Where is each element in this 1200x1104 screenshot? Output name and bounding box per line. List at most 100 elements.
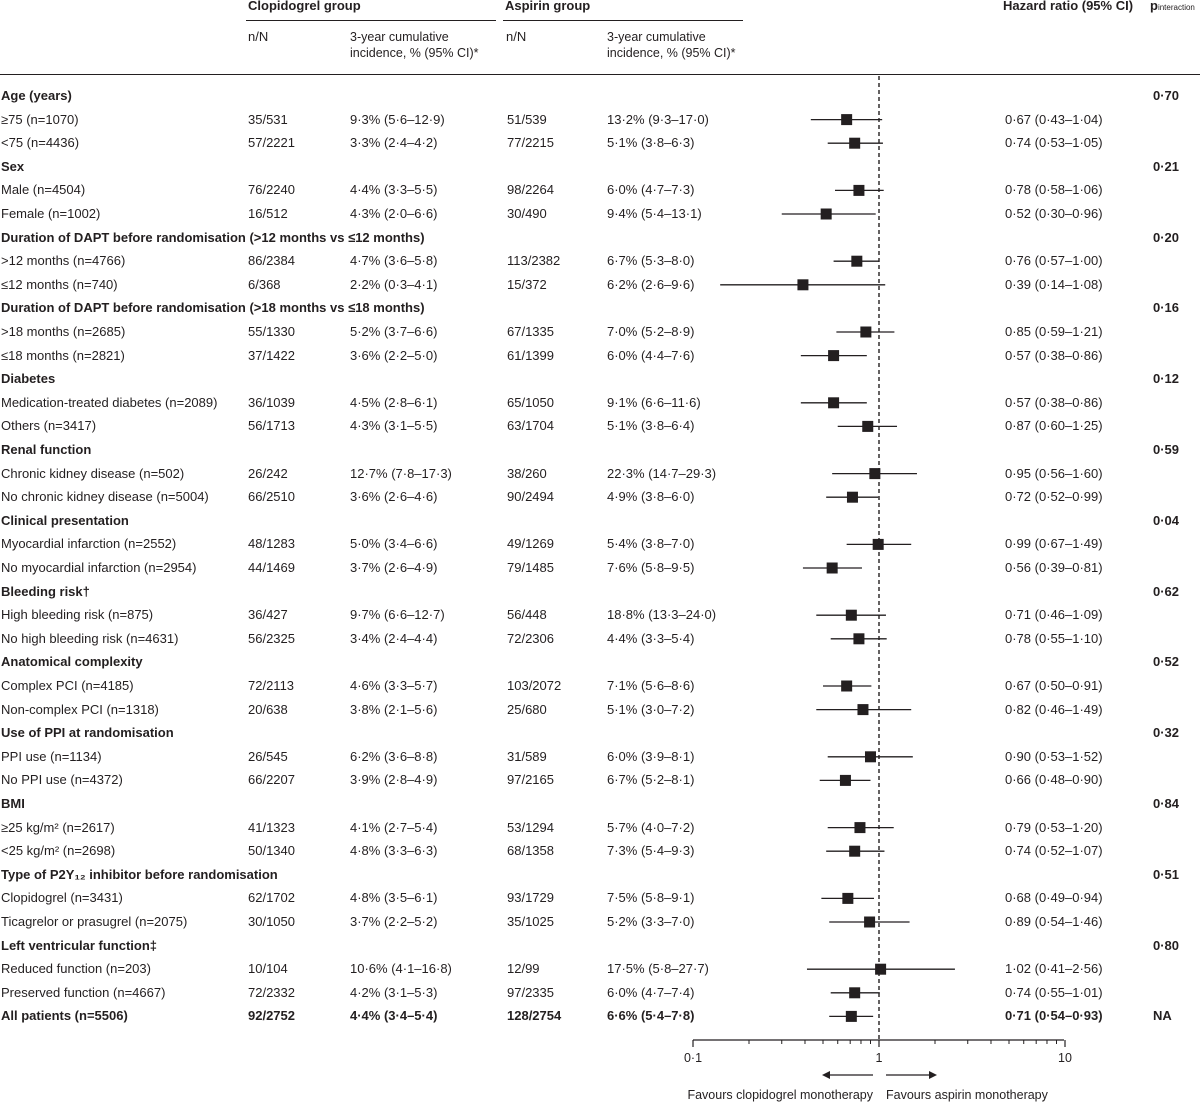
- aspirin-events: 30/490: [507, 206, 547, 221]
- aspirin-incidence: 7·0% (5·2–8·9): [607, 324, 695, 339]
- clopidogrel-incidence: 4·1% (2·7–5·4): [350, 819, 438, 835]
- row-12-1-hr-marker: [849, 987, 861, 999]
- subgroup-row-label: >18 months (n=2685): [1, 324, 126, 339]
- clopidogrel-events: 44/1469: [248, 560, 295, 575]
- subgroup-row-label: Reduced function (n=203): [1, 961, 151, 977]
- aspirin-incidence-header: 3-year cumulative incidence, % (95% CI)*: [607, 30, 736, 60]
- clopidogrel-incidence: 3·4% (2·4–4·4): [350, 630, 438, 646]
- aspirin-events: 68/1358: [507, 843, 554, 859]
- aspirin-incidence: 7·5% (5·8–9·1): [607, 890, 695, 906]
- row-1-1-hr-marker: [820, 208, 832, 220]
- row-1-0-hr-marker: [853, 184, 865, 196]
- subgroup-heading: Clinical presentation: [1, 512, 129, 528]
- aspirin-events: 97/2165: [507, 772, 554, 788]
- subgroup-row-label: ≥75 (n=1070): [1, 111, 79, 127]
- row-10-0-hr-marker: [854, 822, 866, 834]
- subgroup-row-label: ≤12 months (n=740): [1, 276, 118, 292]
- aspirin-events: 15/372: [507, 276, 547, 292]
- aspirin-incidence: 9·1% (6·6–11·6): [607, 394, 701, 410]
- row-0-1-hr-marker: [849, 137, 861, 149]
- subgroup-row-label: ≥25 kg/m² (n=2617): [1, 819, 115, 835]
- hazard-ratio-value: 0·99 (0·67–1·49): [1005, 536, 1103, 552]
- aspirin-incidence: 6·0% (4·4–7·6): [607, 347, 695, 363]
- hazard-ratio-value: 0·82 (0·46–1·49): [1005, 701, 1103, 717]
- aspirin-incidence: 7·1% (5·6–8·6): [607, 678, 695, 693]
- favours-clopidogrel-label: Favours clopidogrel monotherapy: [687, 1088, 873, 1102]
- aspirin-incidence: 6·0% (4·7–7·3): [607, 182, 695, 198]
- hazard-ratio-value: 0·78 (0·58–1·06): [1005, 182, 1103, 198]
- clopidogrel-events: 76/2240: [248, 182, 295, 198]
- clopidogrel-incidence: 10·6% (4·1–16·8): [350, 961, 452, 977]
- hazard-ratio-value: 0·78 (0·55–1·10): [1005, 630, 1103, 646]
- p-interaction-value: 0·21: [1153, 158, 1180, 174]
- x-axis-tick-label: 10: [1058, 1051, 1072, 1065]
- hazard-ratio-value: 0·66 (0·48–0·90): [1005, 772, 1103, 788]
- clopidogrel-incidence: 4·6% (3·3–5·7): [350, 678, 438, 693]
- aspirin-events: 38/260: [507, 465, 547, 481]
- clopidogrel-incidence: 9·3% (5·6–12·9): [350, 111, 445, 127]
- clopidogrel-events: 30/1050: [248, 914, 295, 929]
- p-interaction-value: 0·52: [1153, 654, 1180, 670]
- row-2-0-hr-marker: [851, 255, 863, 267]
- subgroup-row-label: Ticagrelor or prasugrel (n=2075): [1, 914, 188, 929]
- subgroup-row-label: Myocardial infarction (n=2552): [1, 536, 177, 552]
- row-9-1-hr-marker: [839, 774, 851, 786]
- subgroup-heading: Type of P2Y₁₂ inhibitor before randomisa…: [1, 866, 278, 882]
- aspirin-incidence: 5·4% (3·8–7·0): [607, 536, 695, 552]
- hazard-ratio-value: 0·90 (0·53–1·52): [1005, 748, 1103, 764]
- clopidogrel-incidence: 5·0% (3·4–6·6): [350, 536, 438, 552]
- row-4-0-hr-marker: [828, 397, 840, 409]
- aspirin-incidence: 5·1% (3·0–7·2): [607, 701, 695, 717]
- subgroup-heading: Diabetes: [1, 371, 56, 387]
- aspirin-events: 90/2494: [507, 489, 554, 505]
- clopidogrel-events: 72/2332: [248, 984, 295, 1000]
- clopidogrel-events: 35/531: [248, 111, 288, 127]
- clopidogrel-events: 48/1283: [248, 536, 295, 552]
- row-3-1-hr-marker: [828, 350, 840, 362]
- aspirin-incidence: 5·1% (3·8–6·3): [607, 135, 695, 151]
- hazard-ratio-value: 0·68 (0·49–0·94): [1005, 890, 1103, 906]
- clopidogrel-incidence: 4·4% (3·3–5·5): [350, 182, 438, 198]
- row-6-1-hr-marker: [826, 562, 838, 574]
- row-3-0-hr-marker: [860, 326, 872, 338]
- aspirin-events: 61/1399: [507, 347, 554, 363]
- p-interaction-value: 0·16: [1153, 300, 1180, 316]
- aspirin-events: 93/1729: [507, 890, 554, 906]
- subgroup-row-label: <75 (n=4436): [1, 135, 80, 151]
- subgroup-row-label: ≤18 months (n=2821): [1, 347, 125, 363]
- p-interaction-value: 0·80: [1153, 937, 1180, 953]
- row-4-1-hr-marker: [862, 420, 874, 432]
- clopidogrel-incidence: 3·6% (2·2–5·0): [350, 347, 438, 363]
- overall-clopidogrel-events: 92/2752: [248, 1008, 295, 1024]
- p-interaction-value: 0·70: [1153, 88, 1180, 103]
- clopidogrel-events: 26/242: [248, 465, 288, 481]
- aspirin-incidence: 6·7% (5·2–8·1): [607, 772, 695, 788]
- subgroup-heading: Anatomical complexity: [1, 654, 143, 670]
- aspirin-events: 113/2382: [507, 253, 561, 269]
- clopidogrel-events: 50/1340: [248, 843, 295, 859]
- aspirin-incidence: 17·5% (5·8–27·7): [607, 961, 709, 977]
- aspirin-events: 67/1335: [507, 324, 554, 339]
- arrow-right-head: [929, 1071, 937, 1079]
- overall-clopidogrel-incidence: 4·4% (3·4–5·4): [350, 1008, 438, 1024]
- aspirin-events: 51/539: [507, 111, 547, 127]
- row-12-0-hr-marker: [875, 963, 887, 975]
- clopidogrel-events: 86/2384: [248, 253, 295, 269]
- hazard-ratio-value: 0·71 (0·46–1·09): [1005, 607, 1103, 623]
- x-axis-tick-label: 1: [876, 1051, 883, 1065]
- subgroup-heading: Duration of DAPT before randomisation (>…: [1, 300, 425, 316]
- row-5-0-hr-marker: [869, 468, 881, 480]
- clopidogrel-incidence: 4·5% (2·8–6·1): [350, 394, 438, 410]
- clopidogrel-incidence: 3·6% (2·6–4·6): [350, 489, 438, 505]
- aspirin-events: 79/1485: [507, 560, 554, 575]
- clopidogrel-events: 6/368: [248, 276, 281, 292]
- clopidogrel-group-header: Clopidogrel group: [248, 0, 361, 13]
- p-interaction-value: 0·20: [1153, 229, 1180, 245]
- aspirin-incidence: 4·4% (3·3–5·4): [607, 630, 695, 646]
- subgroup-row-label: No PPI use (n=4372): [1, 772, 123, 788]
- aspirin-header-rule: [503, 20, 743, 21]
- hazard-ratio-value: 0·52 (0·30–0·96): [1005, 206, 1103, 221]
- subgroup-row-label: Non-complex PCI (n=1318): [1, 701, 159, 717]
